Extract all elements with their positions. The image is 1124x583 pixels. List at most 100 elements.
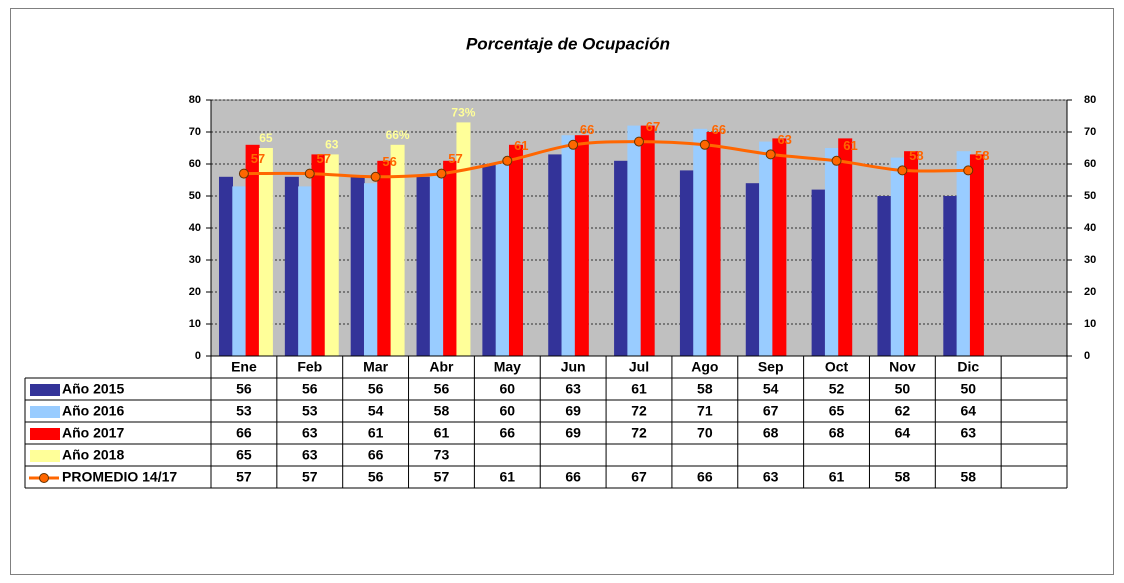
x-tick-label: Jul (629, 359, 649, 375)
bar (969, 154, 984, 356)
bar (561, 135, 576, 356)
bar (745, 183, 760, 356)
y2-tick-label: 60 (1084, 158, 1096, 170)
table-value: 54 (368, 403, 384, 419)
table-value: 56 (368, 469, 384, 485)
bar (429, 170, 444, 356)
line-marker (502, 155, 513, 166)
table-value: 63 (565, 381, 581, 397)
bar (377, 160, 392, 356)
data-label: 66 (580, 122, 594, 137)
table-value: 63 (960, 425, 976, 441)
y2-tick-label: 20 (1084, 286, 1096, 298)
x-tick-label: Ene (231, 359, 257, 375)
bar (548, 154, 563, 356)
table-value: 65 (236, 447, 252, 463)
bar (363, 183, 378, 356)
table-value: 72 (631, 403, 647, 419)
table-value: 57 (302, 469, 318, 485)
x-tick-label: May (494, 359, 521, 375)
x-tick-label: Nov (889, 359, 916, 375)
table-value: 61 (631, 381, 647, 397)
table-value: 58 (960, 469, 976, 485)
bar (627, 125, 642, 356)
bar (298, 186, 313, 356)
line-marker (963, 165, 974, 176)
y2-tick-label: 30 (1084, 254, 1096, 266)
legend-swatch (30, 406, 60, 418)
data-label: 67 (646, 119, 660, 134)
table-value: 68 (763, 425, 779, 441)
y-tick-label: 40 (189, 222, 201, 234)
table-value: 56 (236, 381, 252, 397)
bar (574, 135, 589, 356)
y-tick-label: 20 (189, 286, 201, 298)
table-value: 62 (895, 403, 911, 419)
table-value: 60 (500, 381, 516, 397)
line-marker (436, 168, 447, 179)
data-label: 56 (382, 154, 396, 169)
bar (482, 164, 497, 356)
table-value: 63 (302, 425, 318, 441)
line-marker (765, 149, 776, 160)
line-marker (699, 139, 710, 150)
table-value: 65 (829, 403, 845, 419)
y-tick-label: 60 (189, 158, 201, 170)
bar (772, 138, 787, 356)
table-value: 50 (895, 381, 911, 397)
y-tick-label: 80 (189, 94, 201, 106)
table-value: 68 (829, 425, 845, 441)
legend-label: Año 2017 (62, 425, 124, 441)
bar (838, 138, 853, 356)
y-tick-label: 30 (189, 254, 201, 266)
data-label: 66% (386, 128, 410, 142)
bar (706, 132, 721, 356)
legend-label: Año 2016 (62, 403, 124, 419)
legend-label: PROMEDIO 14/17 (62, 469, 177, 485)
table-value: 70 (697, 425, 713, 441)
data-label: 65 (259, 131, 273, 145)
bar (943, 196, 958, 356)
data-label: 58 (909, 148, 923, 163)
x-tick-label: Sep (758, 359, 784, 375)
x-tick-label: Dic (957, 359, 979, 375)
bar (759, 141, 774, 356)
bar (956, 151, 971, 356)
table-value: 53 (236, 403, 252, 419)
line-marker (634, 136, 644, 147)
line-marker (568, 139, 579, 150)
bar (824, 148, 839, 356)
table-value: 66 (368, 447, 384, 463)
table-value: 61 (829, 469, 845, 485)
bar (904, 151, 919, 356)
bar (245, 144, 260, 356)
table-value: 60 (500, 403, 516, 419)
table-value: 67 (631, 469, 647, 485)
table-value: 52 (829, 381, 845, 397)
data-label: 61 (843, 138, 857, 153)
table-value: 56 (368, 381, 384, 397)
bar (890, 157, 905, 356)
line-marker (238, 168, 249, 179)
x-tick-label: Abr (429, 359, 454, 375)
table-value: 58 (434, 403, 450, 419)
legend-label: Año 2018 (62, 447, 124, 463)
table-value: 61 (434, 425, 450, 441)
bar (693, 128, 708, 356)
x-tick-label: Mar (363, 359, 388, 375)
data-label: 57 (317, 151, 331, 166)
table-value: 73 (434, 447, 450, 463)
x-tick-label: Ago (691, 359, 718, 375)
y2-tick-label: 70 (1084, 126, 1096, 138)
bar (877, 196, 892, 356)
bar (495, 164, 510, 356)
legend-swatch (39, 473, 49, 483)
table-value: 50 (960, 381, 976, 397)
y-tick-label: 70 (189, 126, 201, 138)
legend-swatch (30, 450, 60, 462)
legend-label: Año 2015 (62, 381, 124, 397)
y2-tick-label: 40 (1084, 222, 1096, 234)
data-label: 63 (325, 138, 339, 152)
bar (456, 122, 471, 357)
y2-tick-label: 50 (1084, 190, 1096, 202)
